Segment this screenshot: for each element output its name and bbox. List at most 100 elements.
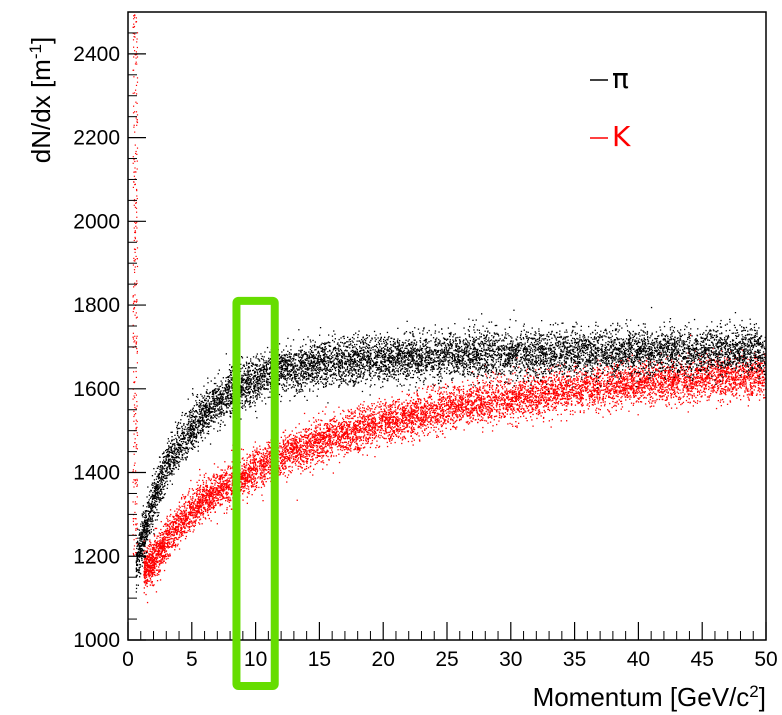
scatter-point bbox=[520, 400, 522, 402]
scatter-point bbox=[189, 518, 191, 520]
scatter-point bbox=[676, 407, 678, 409]
scatter-point bbox=[713, 388, 715, 390]
scatter-point bbox=[379, 437, 381, 439]
scatter-point bbox=[569, 391, 572, 394]
scatter-point bbox=[470, 394, 472, 396]
scatter-point bbox=[710, 371, 712, 373]
scatter-point bbox=[251, 486, 253, 488]
scatter-point bbox=[482, 417, 484, 419]
scatter-point bbox=[519, 392, 521, 394]
scatter-point bbox=[248, 476, 250, 478]
scatter-point bbox=[319, 429, 321, 431]
scatter-point bbox=[716, 390, 719, 392]
scatter-point bbox=[557, 395, 559, 397]
scatter-point bbox=[312, 435, 315, 437]
scatter-point bbox=[156, 580, 159, 582]
scatter-point bbox=[661, 381, 663, 384]
scatter-point bbox=[412, 422, 414, 424]
scatter-point bbox=[481, 404, 483, 406]
scatter-point bbox=[222, 483, 224, 485]
scatter-point bbox=[643, 377, 646, 379]
scatter-point bbox=[410, 409, 412, 411]
scatter-point bbox=[144, 558, 146, 560]
scatter-point bbox=[422, 407, 425, 410]
scatter-point bbox=[253, 469, 255, 471]
scatter-point bbox=[262, 458, 265, 461]
scatter-point bbox=[193, 508, 196, 511]
scatter-point bbox=[305, 428, 307, 430]
scatter-point bbox=[202, 514, 204, 516]
scatter-point bbox=[608, 372, 610, 374]
scatter-point bbox=[737, 378, 739, 381]
scatter-point bbox=[694, 384, 696, 386]
scatter-point bbox=[230, 494, 232, 496]
scatter-point bbox=[300, 434, 302, 436]
scatter-point bbox=[535, 396, 537, 398]
scatter-point bbox=[438, 388, 440, 390]
scatter-point bbox=[326, 441, 328, 443]
scatter-point bbox=[642, 362, 644, 365]
scatter-point bbox=[583, 380, 585, 383]
scatter-point bbox=[251, 459, 253, 461]
scatter-point bbox=[723, 388, 725, 390]
scatter-point bbox=[146, 585, 148, 588]
scatter-point bbox=[185, 501, 187, 503]
scatter-point bbox=[309, 454, 311, 456]
scatter-point bbox=[307, 445, 309, 447]
scatter-point bbox=[512, 406, 514, 408]
scatter-point bbox=[670, 394, 673, 396]
scatter-point bbox=[168, 529, 170, 531]
scatter-point bbox=[303, 442, 305, 445]
scatter-point bbox=[511, 393, 513, 395]
scatter-point bbox=[201, 498, 203, 501]
scatter-point bbox=[390, 427, 392, 429]
scatter-point bbox=[628, 385, 631, 387]
scatter-point bbox=[628, 410, 630, 412]
scatter-point bbox=[183, 522, 185, 524]
scatter-point bbox=[587, 391, 589, 393]
scatter-point bbox=[294, 451, 296, 454]
scatter-point bbox=[216, 499, 219, 501]
scatter-point bbox=[433, 405, 435, 407]
scatter-point bbox=[334, 429, 336, 431]
scatter-point bbox=[492, 397, 494, 399]
scatter-point bbox=[629, 394, 631, 397]
scatter-point bbox=[643, 397, 645, 399]
scatter-point bbox=[564, 384, 566, 386]
scatter-point bbox=[198, 493, 200, 495]
scatter-point bbox=[156, 543, 158, 545]
scatter-point bbox=[375, 413, 377, 415]
scatter-point bbox=[747, 358, 749, 360]
scatter-point bbox=[404, 422, 407, 425]
scatter-point bbox=[157, 553, 159, 555]
scatter-point bbox=[343, 432, 346, 435]
scatter-point bbox=[716, 367, 718, 370]
scatter-point bbox=[150, 581, 152, 583]
scatter-point bbox=[507, 423, 509, 425]
scatter-point bbox=[329, 433, 331, 436]
scatter-point bbox=[391, 411, 393, 413]
scatter-point bbox=[304, 428, 306, 430]
scatter-point bbox=[519, 380, 522, 383]
scatter-point bbox=[379, 403, 381, 405]
scatter-point bbox=[596, 378, 598, 380]
scatter-point bbox=[309, 449, 312, 451]
scatter-point bbox=[448, 404, 450, 406]
scatter-point bbox=[145, 565, 148, 567]
scatter-point bbox=[477, 418, 480, 420]
scatter-point bbox=[537, 396, 539, 398]
scatter-point bbox=[484, 419, 486, 422]
scatter-point bbox=[663, 382, 666, 384]
scatter-point bbox=[637, 375, 639, 378]
scatter-point bbox=[695, 376, 697, 378]
scatter-point bbox=[567, 403, 569, 405]
scatter-point bbox=[559, 381, 561, 383]
scatter-point bbox=[300, 457, 302, 459]
scatter-point bbox=[562, 393, 564, 395]
scatter-point bbox=[153, 543, 155, 546]
scatter-point bbox=[511, 412, 513, 414]
scatter-point bbox=[222, 492, 225, 494]
scatter-point bbox=[607, 377, 609, 379]
scatter-point bbox=[675, 377, 677, 379]
scatter-point bbox=[203, 488, 205, 490]
